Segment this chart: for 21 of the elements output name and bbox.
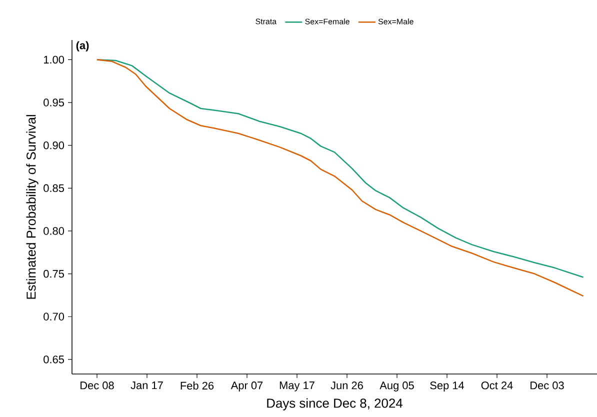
x-axis-title: Days since Dec 8, 2024 xyxy=(267,398,402,410)
x-tick-label: Jan 17 xyxy=(130,382,163,390)
y-tick-label: 0.85 xyxy=(44,184,64,192)
x-tick-label: Dec 03 xyxy=(530,382,564,390)
y-axis-title: Estimated Probability of Survival xyxy=(26,115,38,299)
y-tick-label: 0.90 xyxy=(44,141,64,150)
x-tick-label: Feb 26 xyxy=(180,382,214,390)
annotation: (a) xyxy=(76,41,89,52)
y-tick-label: 0.65 xyxy=(44,356,64,364)
y-tick-label: 0.80 xyxy=(44,227,64,235)
x-tick-label: Sep 14 xyxy=(430,382,464,392)
y-tick-label: 1.00 xyxy=(44,56,64,64)
y-tick-label: 0.70 xyxy=(44,312,64,320)
x-tick-label: Oct 24 xyxy=(481,382,513,390)
x-tick-label: Aug 05 xyxy=(380,382,414,392)
x-tick-label: Dec 08 xyxy=(80,382,114,390)
y-tick-label: 0.95 xyxy=(44,98,64,106)
x-tick-label: May 17 xyxy=(280,382,314,392)
x-tick-label: Apr 07 xyxy=(230,382,263,392)
y-tick-label: 0.75 xyxy=(44,270,64,278)
x-tick-label: Jun 26 xyxy=(330,382,363,390)
